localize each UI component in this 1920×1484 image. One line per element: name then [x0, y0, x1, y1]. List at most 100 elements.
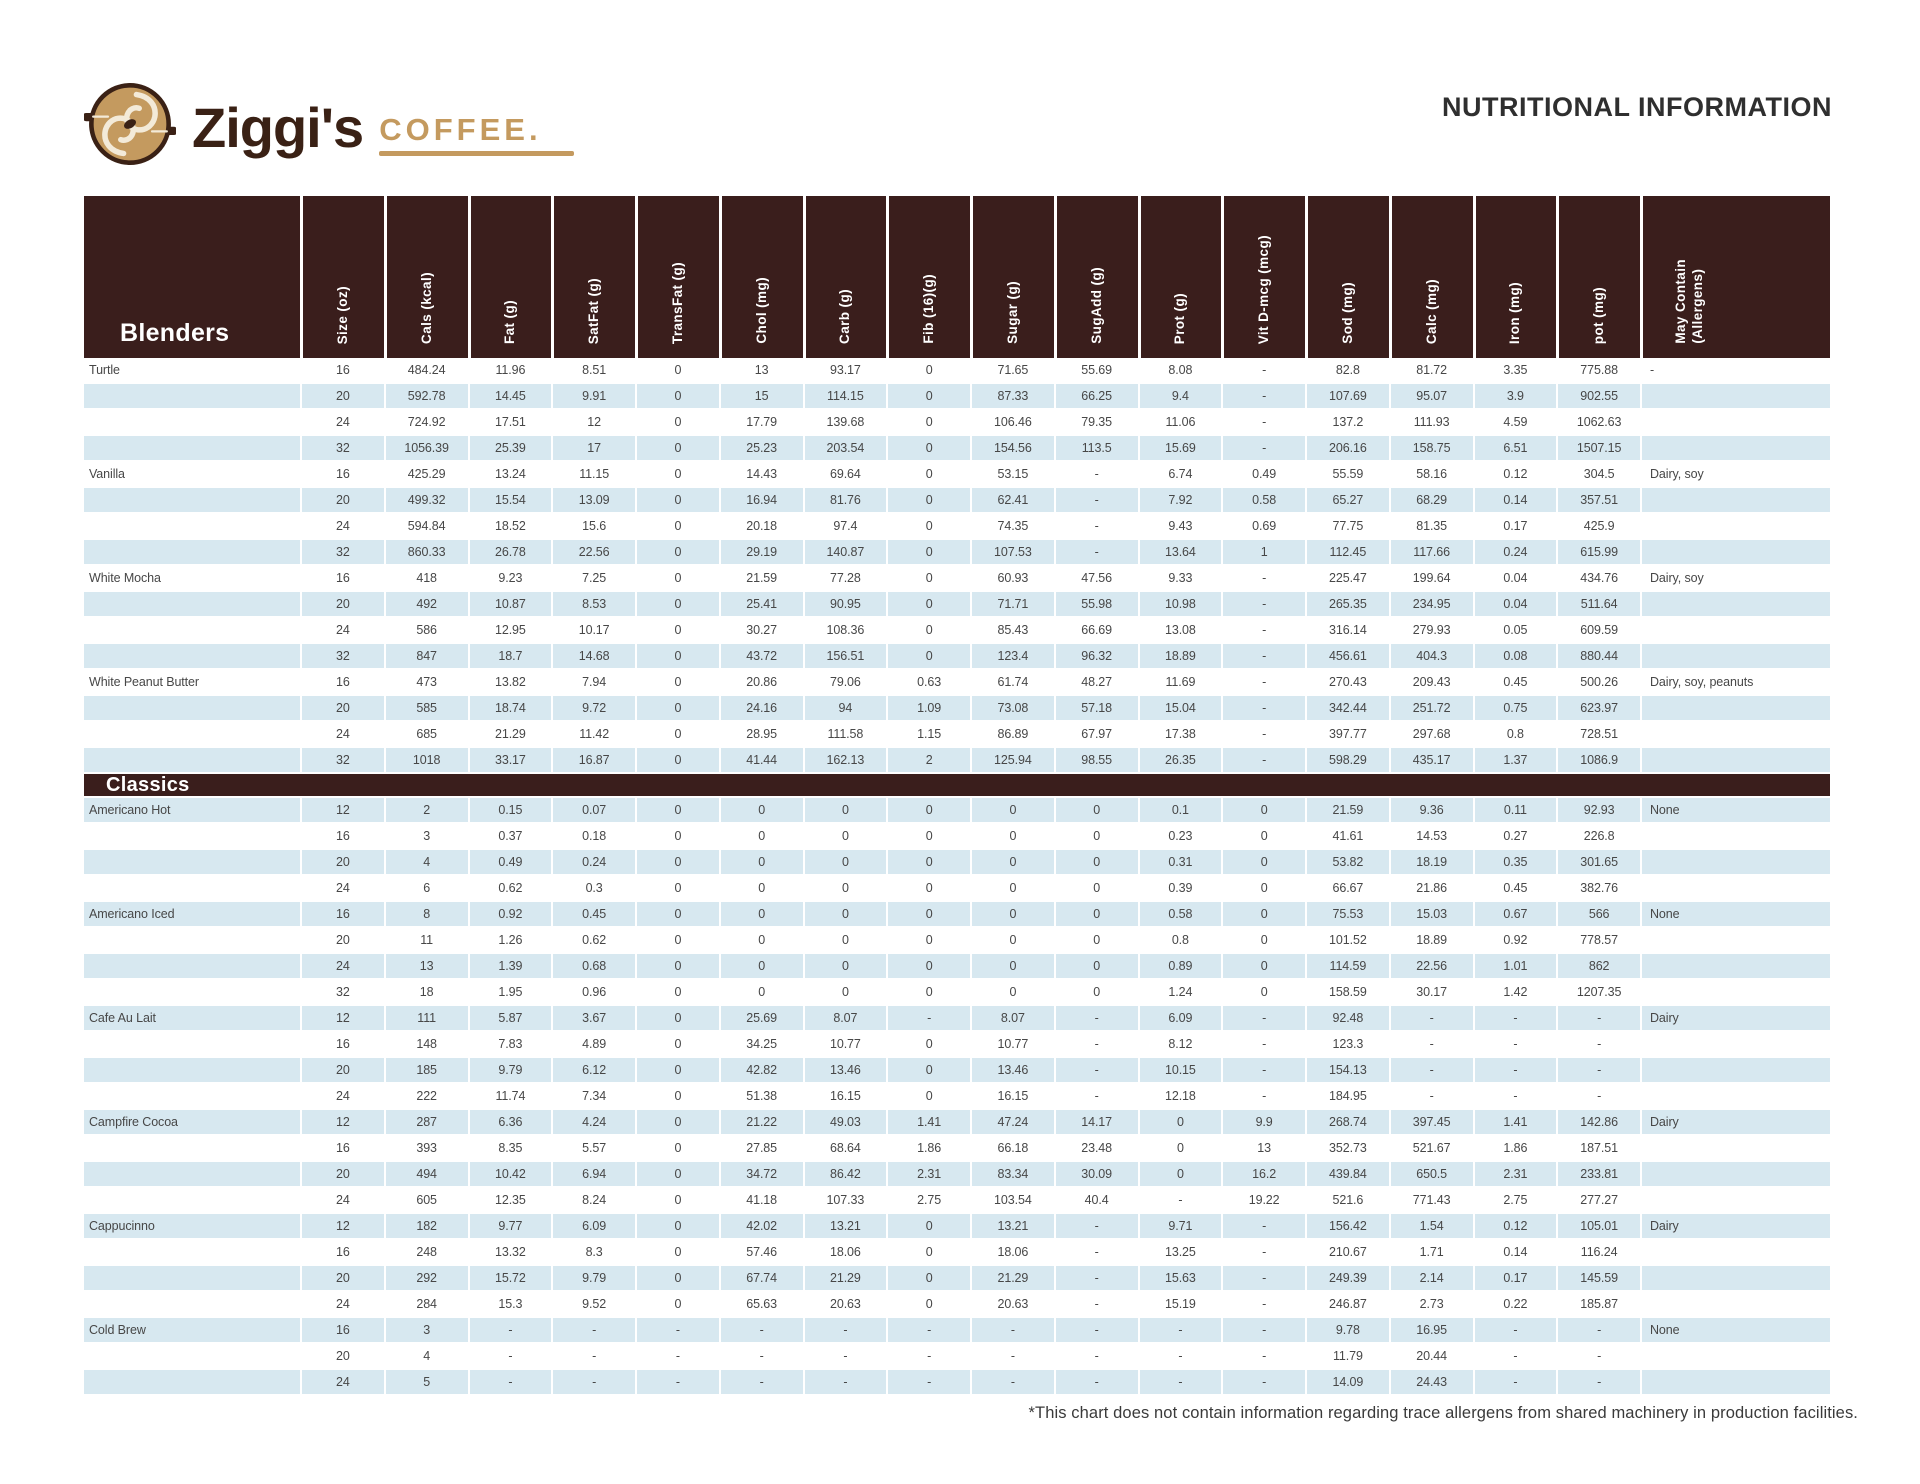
value-cell: 1.41	[1472, 1110, 1557, 1134]
value-cell: 0	[802, 824, 887, 848]
value-cell: 24	[300, 1292, 384, 1316]
value-cell: 0	[1137, 1110, 1222, 1134]
table-row: Cafe Au Lait 12 111 5.87 3.67 0 25.69 8.07-8.07…	[84, 1006, 1830, 1032]
value-cell: 685	[383, 722, 468, 746]
value-cell: 7.25	[551, 566, 635, 590]
value-cell: 10.77	[802, 1032, 887, 1056]
value-cell: 66.25	[1053, 384, 1138, 408]
value-cell: 0	[970, 850, 1054, 874]
value-cell: -	[1556, 1318, 1640, 1342]
value-cell: 20.86	[718, 670, 803, 694]
drink-name-cell	[84, 488, 300, 512]
value-cell: 0	[718, 850, 803, 874]
table-row: Turtle 16 484.24 11.96 8.51 0 13 93.17 0 71.65 55.…	[84, 358, 1830, 384]
value-cell: 16	[300, 1136, 384, 1160]
value-cell: 3	[383, 1318, 468, 1342]
drink-name-cell	[84, 696, 300, 720]
value-cell: 11.15	[551, 462, 635, 486]
value-cell: -	[1556, 1058, 1640, 1082]
drink-name-cell: Americano Iced	[89, 907, 175, 921]
value-cell: 566	[1556, 902, 1640, 926]
value-cell: 15.03	[1388, 902, 1473, 926]
value-cell: 0.58	[1221, 488, 1305, 512]
value-cell: 16.2	[1221, 1162, 1305, 1186]
value-cell: 113.5	[1053, 436, 1138, 460]
value-cell: 1	[1221, 540, 1305, 564]
value-cell: 0.08	[1472, 644, 1557, 668]
value-cell: 500.26	[1556, 670, 1640, 694]
value-cell: -	[1556, 1032, 1640, 1056]
brand-wordmark: COFFEE.	[379, 92, 575, 156]
allergen-cell: Dairy	[1640, 1214, 1830, 1238]
value-cell: 0	[886, 514, 970, 538]
value-cell: 0	[718, 980, 803, 1004]
value-cell: 199.64	[1388, 566, 1473, 590]
value-cell: 650.5	[1388, 1162, 1473, 1186]
value-cell: 0	[1053, 850, 1138, 874]
allergen-cell: Dairy	[1640, 1006, 1830, 1030]
value-cell: 0	[886, 798, 970, 822]
allergen-cell	[1640, 1058, 1830, 1082]
value-cell: 0.92	[467, 902, 552, 926]
table-row: Vanilla 16 425.29 13.24 11.15 0 14.43 69.64 0 53.…	[84, 462, 1830, 488]
drink-name-cell	[84, 1344, 300, 1368]
value-cell: 492	[383, 592, 468, 616]
value-cell: 24	[300, 1084, 384, 1108]
value-cell: 0	[718, 824, 803, 848]
value-cell: 140.87	[802, 540, 887, 564]
value-cell: 860.33	[383, 540, 468, 564]
value-cell: 0	[886, 540, 970, 564]
value-cell: 226.8	[1556, 824, 1640, 848]
value-cell: -	[1053, 488, 1138, 512]
value-cell: 0	[1053, 824, 1138, 848]
value-cell: 34.25	[718, 1032, 803, 1056]
table-row: 32 1018 33.17 16.87 0 41.44 162.13 2 125.94 98.55…	[84, 748, 1830, 774]
value-cell: 0	[1053, 876, 1138, 900]
value-cell: 0	[802, 928, 887, 952]
drink-name-cell	[84, 410, 300, 434]
value-cell: 20	[300, 850, 384, 874]
value-cell: 20	[300, 1266, 384, 1290]
value-cell: 0.62	[467, 876, 552, 900]
col-header-label: pot (mg)	[1591, 286, 1607, 344]
value-cell: 21.29	[970, 1266, 1054, 1290]
value-cell: 32	[300, 540, 384, 564]
value-cell: 0	[1221, 928, 1305, 952]
value-cell: 9.9	[1221, 1110, 1305, 1134]
value-cell: 0	[886, 1032, 970, 1056]
table-row: 24 222 11.74 7.34 0 51.38 16.15 0 16.15-12.18-18…	[84, 1084, 1830, 1110]
value-cell: 18	[383, 980, 468, 1004]
value-cell: 0.07	[551, 798, 635, 822]
value-cell: 4	[383, 1344, 468, 1368]
value-cell: 98.55	[1053, 748, 1138, 772]
value-cell: 1.01	[1472, 954, 1557, 978]
value-cell: 6	[383, 876, 468, 900]
value-cell: 511.64	[1556, 592, 1640, 616]
value-cell: 57.18	[1053, 696, 1138, 720]
coffee-swirl-icon	[84, 83, 176, 165]
value-cell: 97.4	[802, 514, 887, 538]
value-cell: 12	[551, 410, 635, 434]
value-cell: 21.22	[718, 1110, 803, 1134]
value-cell: 0	[1221, 980, 1305, 1004]
value-cell: 185	[383, 1058, 468, 1082]
value-cell: -	[1221, 1240, 1305, 1264]
value-cell: -	[718, 1370, 803, 1394]
value-cell: -	[1556, 1084, 1640, 1108]
value-cell: 24	[300, 1370, 384, 1394]
value-cell: 0	[886, 358, 970, 382]
value-cell: -	[1221, 358, 1305, 382]
value-cell: 0	[970, 954, 1054, 978]
value-cell: 9.78	[1305, 1318, 1389, 1342]
value-cell: 24	[300, 514, 384, 538]
value-cell: 0	[802, 876, 887, 900]
value-cell: 397.77	[1305, 722, 1389, 746]
drink-name-cell	[84, 1084, 300, 1108]
value-cell: 222	[383, 1084, 468, 1108]
value-cell: 6.09	[551, 1214, 635, 1238]
value-cell: 1086.9	[1556, 748, 1640, 772]
value-cell: 142.86	[1556, 1110, 1640, 1134]
allergen-cell	[1640, 1032, 1830, 1056]
value-cell: 0	[802, 980, 887, 1004]
value-cell: 55.59	[1305, 462, 1389, 486]
